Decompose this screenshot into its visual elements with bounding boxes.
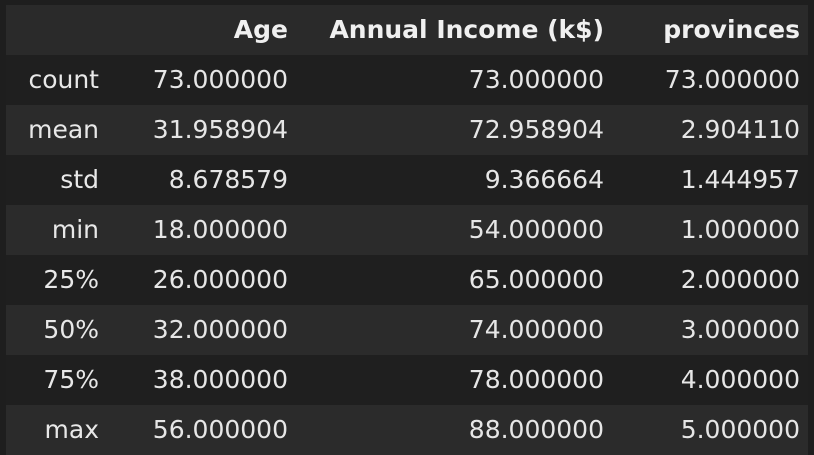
cell-age: 18.000000 — [152, 215, 288, 244]
describe-table: Age Annual Income (k$) provinces count 7… — [6, 5, 808, 455]
table-row: 75% 38.000000 78.000000 4.000000 — [6, 355, 808, 405]
row-label: max — [44, 415, 99, 444]
cell-annual-income: 54.000000 — [468, 215, 604, 244]
row-label: mean — [28, 115, 99, 144]
cell-annual-income: 88.000000 — [468, 415, 604, 444]
cell-provinces: 4.000000 — [680, 365, 800, 394]
cell-age: 73.000000 — [152, 65, 288, 94]
table-row: 25% 26.000000 65.000000 2.000000 — [6, 255, 808, 305]
cell-annual-income: 65.000000 — [468, 265, 604, 294]
cell-provinces: 2.904110 — [680, 115, 800, 144]
row-label: 50% — [43, 315, 99, 344]
cell-annual-income: 78.000000 — [468, 365, 604, 394]
cell-age: 26.000000 — [152, 265, 288, 294]
row-label: std — [60, 165, 99, 194]
cell-provinces: 1.000000 — [680, 215, 800, 244]
column-header-age: Age — [233, 15, 288, 44]
table-row: 50% 32.000000 74.000000 3.000000 — [6, 305, 808, 355]
cell-provinces: 1.444957 — [680, 165, 800, 194]
cell-annual-income: 74.000000 — [468, 315, 604, 344]
table-row: max 56.000000 88.000000 5.000000 — [6, 405, 808, 455]
cell-provinces: 73.000000 — [664, 65, 800, 94]
header-row: Age Annual Income (k$) provinces — [6, 5, 808, 55]
row-label: 25% — [43, 265, 99, 294]
cell-provinces: 3.000000 — [680, 315, 800, 344]
table-row: std 8.678579 9.366664 1.444957 — [6, 155, 808, 205]
cell-provinces: 2.000000 — [680, 265, 800, 294]
cell-annual-income: 9.366664 — [484, 165, 604, 194]
cell-age: 56.000000 — [152, 415, 288, 444]
cell-age: 8.678579 — [168, 165, 288, 194]
cell-age: 38.000000 — [152, 365, 288, 394]
row-label: 75% — [43, 365, 99, 394]
cell-annual-income: 73.000000 — [468, 65, 604, 94]
index-header — [6, 5, 107, 55]
cell-age: 32.000000 — [152, 315, 288, 344]
cell-provinces: 5.000000 — [680, 415, 800, 444]
column-header-annual-income: Annual Income (k$) — [329, 15, 604, 44]
table-row: mean 31.958904 72.958904 2.904110 — [6, 105, 808, 155]
table-row: min 18.000000 54.000000 1.000000 — [6, 205, 808, 255]
cell-annual-income: 72.958904 — [468, 115, 604, 144]
row-label: count — [28, 65, 99, 94]
cell-age: 31.958904 — [152, 115, 288, 144]
column-header-provinces: provinces — [663, 15, 800, 44]
table-row: count 73.000000 73.000000 73.000000 — [6, 55, 808, 105]
row-label: min — [51, 215, 99, 244]
